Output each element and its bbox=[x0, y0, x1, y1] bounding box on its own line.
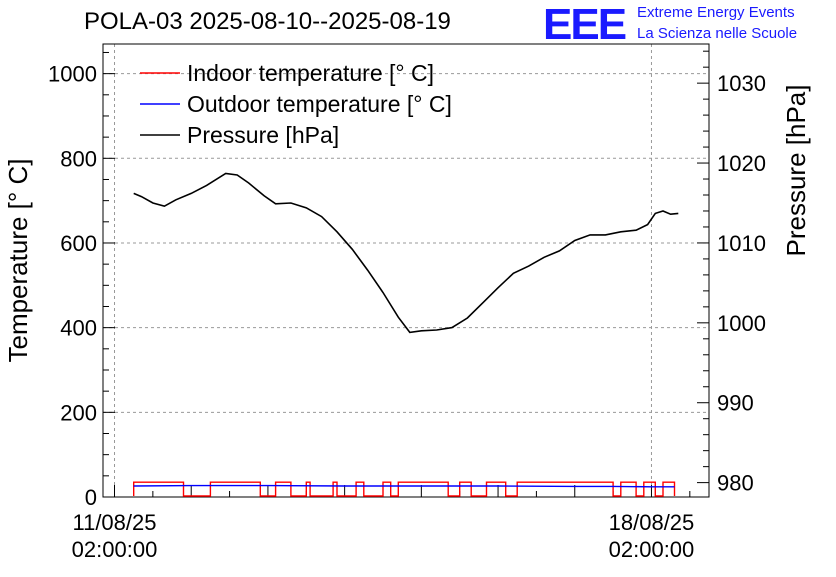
series-line-2 bbox=[133, 172, 679, 334]
legend-label-1: Outdoor temperature [° C] bbox=[187, 91, 452, 117]
y-tick-label-0: 0 bbox=[85, 485, 97, 510]
y-tick-label-600: 600 bbox=[60, 231, 97, 256]
plot-frame bbox=[102, 43, 710, 498]
series-line-1 bbox=[133, 484, 675, 488]
x-tick-label-date-0: 11/08/25 bbox=[72, 510, 156, 535]
x-tick-label-time-1: 02:00:00 bbox=[609, 537, 695, 562]
y2-tick-label-1020: 1020 bbox=[717, 151, 766, 176]
y-tick-label-1000: 1000 bbox=[48, 62, 97, 87]
logo-subtitle-line-1: Extreme Energy Events bbox=[637, 4, 795, 21]
y2-tick-label-1030: 1030 bbox=[717, 71, 766, 96]
y-tick-label-200: 200 bbox=[60, 400, 97, 425]
legend-label-0: Indoor temperature [° C] bbox=[187, 60, 434, 86]
chart-title: POLA-03 2025-08-10--2025-08-19 bbox=[84, 8, 451, 35]
y2-tick-label-1000: 1000 bbox=[717, 311, 766, 336]
legend-label-2: Pressure [hPa] bbox=[187, 122, 339, 148]
y2-tick-label-990: 990 bbox=[717, 391, 754, 416]
y-tick-label-800: 800 bbox=[60, 146, 97, 171]
y2-axis-title: Pressure [hPa] bbox=[781, 85, 811, 257]
y-axis-title: Temperature [° C] bbox=[3, 158, 33, 362]
y2-tick-label-980: 980 bbox=[717, 471, 754, 496]
series-line-0 bbox=[132, 481, 676, 497]
x-tick-label-date-1: 18/08/25 bbox=[609, 510, 695, 535]
y2-tick-label-1010: 1010 bbox=[717, 231, 766, 256]
logo-subtitle-line-2: La Scienza nelle Scuole bbox=[637, 25, 798, 42]
eee-logo: EEE bbox=[543, 0, 627, 49]
y-tick-label-400: 400 bbox=[60, 316, 97, 341]
x-tick-label-time-0: 02:00:00 bbox=[72, 537, 158, 562]
